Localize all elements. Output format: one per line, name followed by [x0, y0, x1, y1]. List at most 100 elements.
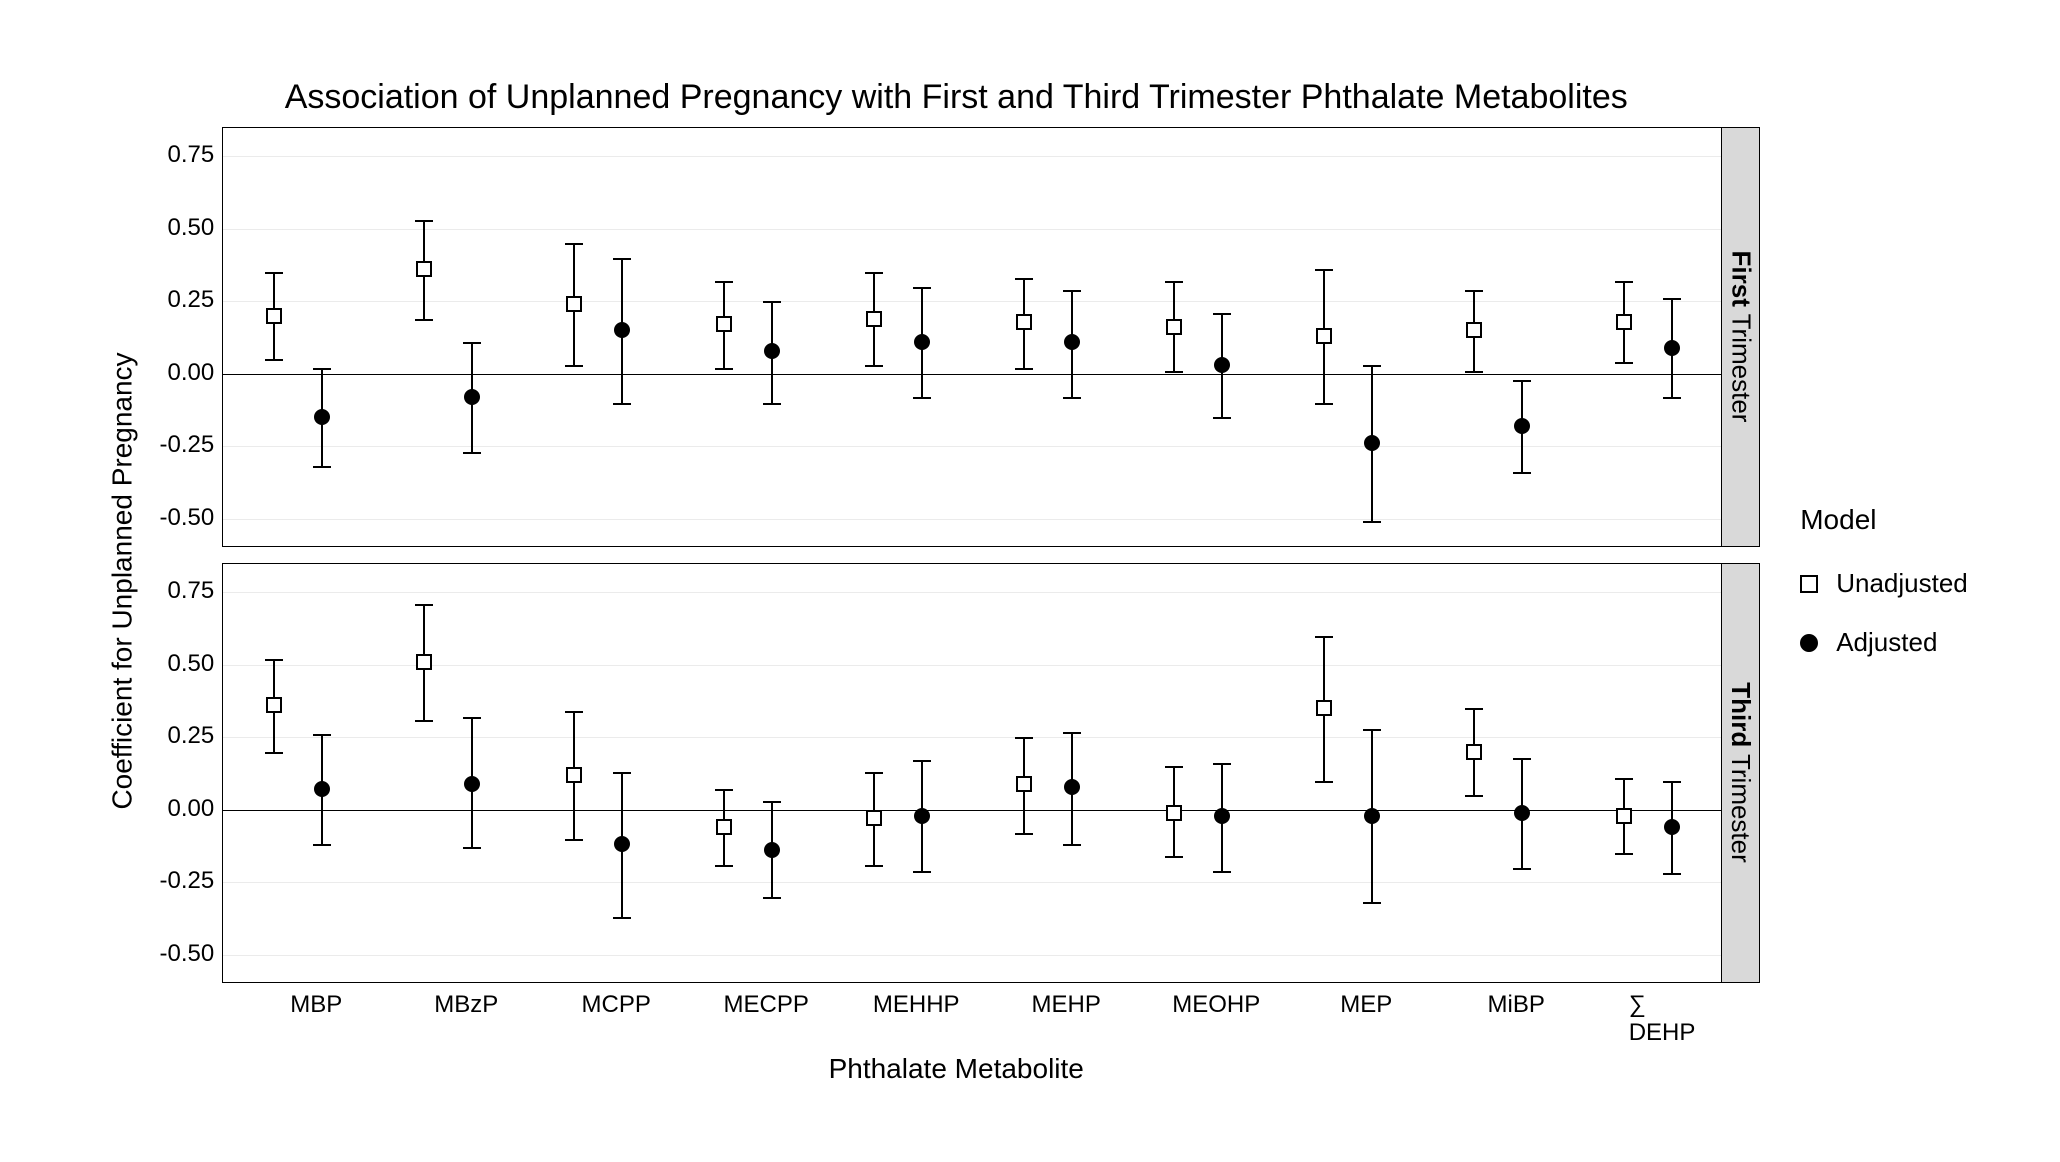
square-open-icon [1316, 700, 1332, 716]
panels-container: -0.50-0.250.000.250.500.75First Trimeste… [152, 127, 1760, 983]
errorbar-cap [1015, 833, 1033, 835]
errorbar-cap [1165, 766, 1183, 768]
y-axis-label-container: Coefficient for Unplanned Pregnancy [92, 131, 152, 1031]
y-tick-label: 0.25 [168, 722, 215, 750]
errorbar-cap [1465, 371, 1483, 373]
x-tick-label: MEOHP [1172, 991, 1260, 1019]
zero-line [223, 810, 1721, 811]
plot-area [222, 563, 1722, 983]
errorbar-cap [463, 717, 481, 719]
gridline [223, 592, 1721, 593]
errorbar-cap [1063, 844, 1081, 846]
y-tick-label: 0.00 [168, 795, 215, 823]
circle-filled-icon [1664, 819, 1680, 835]
x-tick-label: MEP [1340, 991, 1392, 1019]
square-open-icon [1016, 776, 1032, 792]
errorbar-cap [913, 871, 931, 873]
square-open-icon [1166, 805, 1182, 821]
y-tick-label: 0.25 [168, 286, 215, 314]
gridline [223, 665, 1721, 666]
errorbar-cap [913, 287, 931, 289]
errorbar-cap [1513, 472, 1531, 474]
y-tick-label: 0.50 [168, 650, 215, 678]
square-open-icon [1016, 314, 1032, 330]
legend-label: Unadjusted [1836, 568, 1968, 599]
errorbar-cap [613, 772, 631, 774]
x-tick-row: MBPMBzPMCPPMECPPMEHHPMEHPMEOHPMEPMiBP∑ D… [241, 983, 1741, 1033]
errorbar-cap [1615, 362, 1633, 364]
errorbar-cap [1363, 729, 1381, 731]
errorbar-cap [1363, 902, 1381, 904]
circle-filled-icon [314, 409, 330, 425]
errorbar-cap [613, 403, 631, 405]
errorbar-cap [565, 243, 583, 245]
square-open-icon [1800, 575, 1818, 593]
errorbar-cap [613, 258, 631, 260]
square-open-icon [716, 316, 732, 332]
chart-title: Association of Unplanned Pregnancy with … [285, 78, 1628, 117]
gridline [223, 301, 1721, 302]
circle-filled-icon [614, 322, 630, 338]
errorbar-cap [313, 466, 331, 468]
circle-filled-icon [1514, 418, 1530, 434]
errorbar-cap [1315, 269, 1333, 271]
errorbar-cap [1315, 403, 1333, 405]
circle-filled-icon [314, 781, 330, 797]
y-tick-label: 0.75 [168, 577, 215, 605]
x-tick-label: MiBP [1488, 991, 1545, 1019]
errorbar-cap [313, 844, 331, 846]
errorbar-cap [1615, 281, 1633, 283]
legend-item-unadjusted: Unadjusted [1800, 568, 1968, 599]
facet-strip: First Trimester [1722, 127, 1760, 547]
circle-filled-icon [914, 808, 930, 824]
x-tick-label: MEHP [1032, 991, 1101, 1019]
circle-filled-icon [1364, 435, 1380, 451]
errorbar-cap [1513, 758, 1531, 760]
plot-area [222, 127, 1722, 547]
circle-filled-icon [464, 776, 480, 792]
errorbar-cap [1315, 636, 1333, 638]
circle-filled-icon [1514, 805, 1530, 821]
gridline [223, 446, 1721, 447]
errorbar-cap [865, 365, 883, 367]
gridline [223, 519, 1721, 520]
errorbar-cap [1663, 298, 1681, 300]
errorbar-cap [763, 301, 781, 303]
errorbar-cap [715, 281, 733, 283]
legend-label: Adjusted [1836, 627, 1937, 658]
errorbar-cap [1015, 368, 1033, 370]
errorbar-cap [1615, 853, 1633, 855]
square-open-icon [716, 819, 732, 835]
errorbar-cap [1165, 371, 1183, 373]
square-open-icon [416, 261, 432, 277]
square-open-icon [866, 311, 882, 327]
errorbar-cap [265, 752, 283, 754]
gridline [223, 737, 1721, 738]
errorbar-cap [1363, 365, 1381, 367]
errorbar-cap [1315, 781, 1333, 783]
square-open-icon [266, 308, 282, 324]
x-axis-label: Phthalate Metabolite [829, 1053, 1084, 1085]
zero-line [223, 374, 1721, 375]
circle-filled-icon [1664, 340, 1680, 356]
errorbar-cap [415, 220, 433, 222]
legend-item-adjusted: Adjusted [1800, 627, 1968, 658]
square-open-icon [866, 810, 882, 826]
errorbar-cap [1165, 856, 1183, 858]
errorbar-cap [463, 342, 481, 344]
panel-row: -0.50-0.250.000.250.500.75First Trimeste… [152, 127, 1760, 547]
square-open-icon [1616, 808, 1632, 824]
errorbar-cap [865, 772, 883, 774]
facet-strip: Third Trimester [1722, 563, 1760, 983]
errorbar-cap [613, 917, 631, 919]
circle-filled-icon [764, 343, 780, 359]
errorbar-cap [1063, 290, 1081, 292]
errorbar-cap [1663, 781, 1681, 783]
errorbar-cap [913, 397, 931, 399]
errorbar-cap [1513, 868, 1531, 870]
errorbar-cap [415, 319, 433, 321]
errorbar-cap [1015, 737, 1033, 739]
errorbar-cap [865, 272, 883, 274]
square-open-icon [266, 697, 282, 713]
x-tick-label: MEHHP [873, 991, 960, 1019]
